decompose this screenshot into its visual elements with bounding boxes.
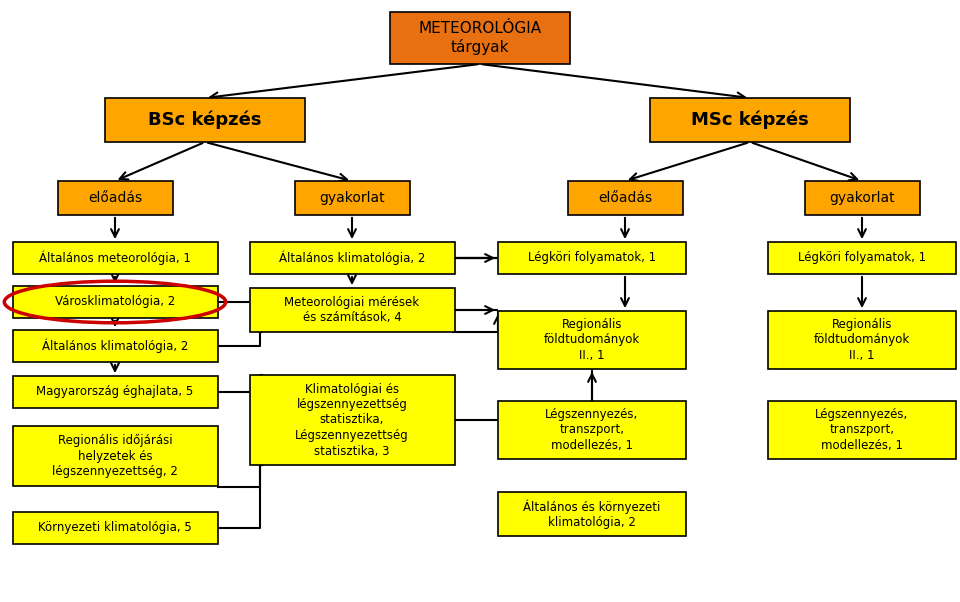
FancyBboxPatch shape (650, 98, 850, 142)
FancyBboxPatch shape (768, 311, 956, 369)
Text: Légszennyezés,
transzport,
modellezés, 1: Légszennyezés, transzport, modellezés, 1 (815, 408, 908, 452)
FancyBboxPatch shape (250, 288, 454, 332)
Text: Légszennyezés,
transzport,
modellezés, 1: Légszennyezés, transzport, modellezés, 1 (545, 408, 638, 452)
FancyBboxPatch shape (498, 492, 686, 536)
FancyBboxPatch shape (105, 98, 305, 142)
Text: Általános klimatológia, 2: Általános klimatológia, 2 (42, 339, 188, 353)
Text: MSc képzés: MSc képzés (691, 111, 809, 129)
FancyBboxPatch shape (58, 181, 173, 215)
Text: előadás: előadás (88, 191, 142, 205)
Text: gyakorlat: gyakorlat (319, 191, 385, 205)
FancyBboxPatch shape (804, 181, 920, 215)
Text: Klimatológiai és
légszennyezettség
statisztika,
Légszennyezettség
statisztika, 3: Klimatológiai és légszennyezettség stati… (295, 382, 409, 458)
FancyBboxPatch shape (250, 375, 454, 465)
Text: gyakorlat: gyakorlat (829, 191, 895, 205)
FancyBboxPatch shape (12, 286, 218, 318)
FancyBboxPatch shape (498, 401, 686, 459)
Text: Légköri folyamatok, 1: Légköri folyamatok, 1 (798, 252, 926, 264)
FancyBboxPatch shape (250, 242, 454, 274)
FancyBboxPatch shape (12, 512, 218, 544)
FancyBboxPatch shape (768, 401, 956, 459)
Text: előadás: előadás (598, 191, 652, 205)
FancyBboxPatch shape (498, 311, 686, 369)
FancyBboxPatch shape (295, 181, 410, 215)
FancyBboxPatch shape (12, 330, 218, 362)
FancyBboxPatch shape (498, 242, 686, 274)
Text: Általános és környezeti
klimatológia, 2: Általános és környezeti klimatológia, 2 (523, 499, 660, 529)
Text: Városklimatológia, 2: Városklimatológia, 2 (55, 296, 175, 308)
FancyBboxPatch shape (567, 181, 683, 215)
FancyBboxPatch shape (390, 12, 570, 64)
Text: Általános meteorológia, 1: Általános meteorológia, 1 (39, 251, 191, 265)
Text: Magyarország éghajlata, 5: Magyarország éghajlata, 5 (36, 385, 194, 399)
FancyBboxPatch shape (12, 376, 218, 408)
Text: Légköri folyamatok, 1: Légköri folyamatok, 1 (528, 252, 656, 264)
Text: METEOROLÓGIA
tárgyak: METEOROLÓGIA tárgyak (419, 21, 541, 55)
FancyBboxPatch shape (768, 242, 956, 274)
Text: Általános klimatológia, 2: Általános klimatológia, 2 (278, 251, 425, 265)
Text: Meteorológiai mérések
és számítások, 4: Meteorológiai mérések és számítások, 4 (284, 296, 420, 324)
Text: Regionális
földtudományok
II., 1: Regionális földtudományok II., 1 (544, 318, 640, 362)
Text: Regionális időjárási
helyzetek és
légszennyezettség, 2: Regionális időjárási helyzetek és légsze… (52, 434, 178, 478)
Text: Környezeti klimatológia, 5: Környezeti klimatológia, 5 (38, 521, 192, 535)
FancyBboxPatch shape (12, 242, 218, 274)
Text: Regionális
földtudományok
II., 1: Regionális földtudományok II., 1 (814, 318, 910, 362)
FancyBboxPatch shape (12, 426, 218, 486)
Text: BSc képzés: BSc képzés (148, 111, 262, 129)
